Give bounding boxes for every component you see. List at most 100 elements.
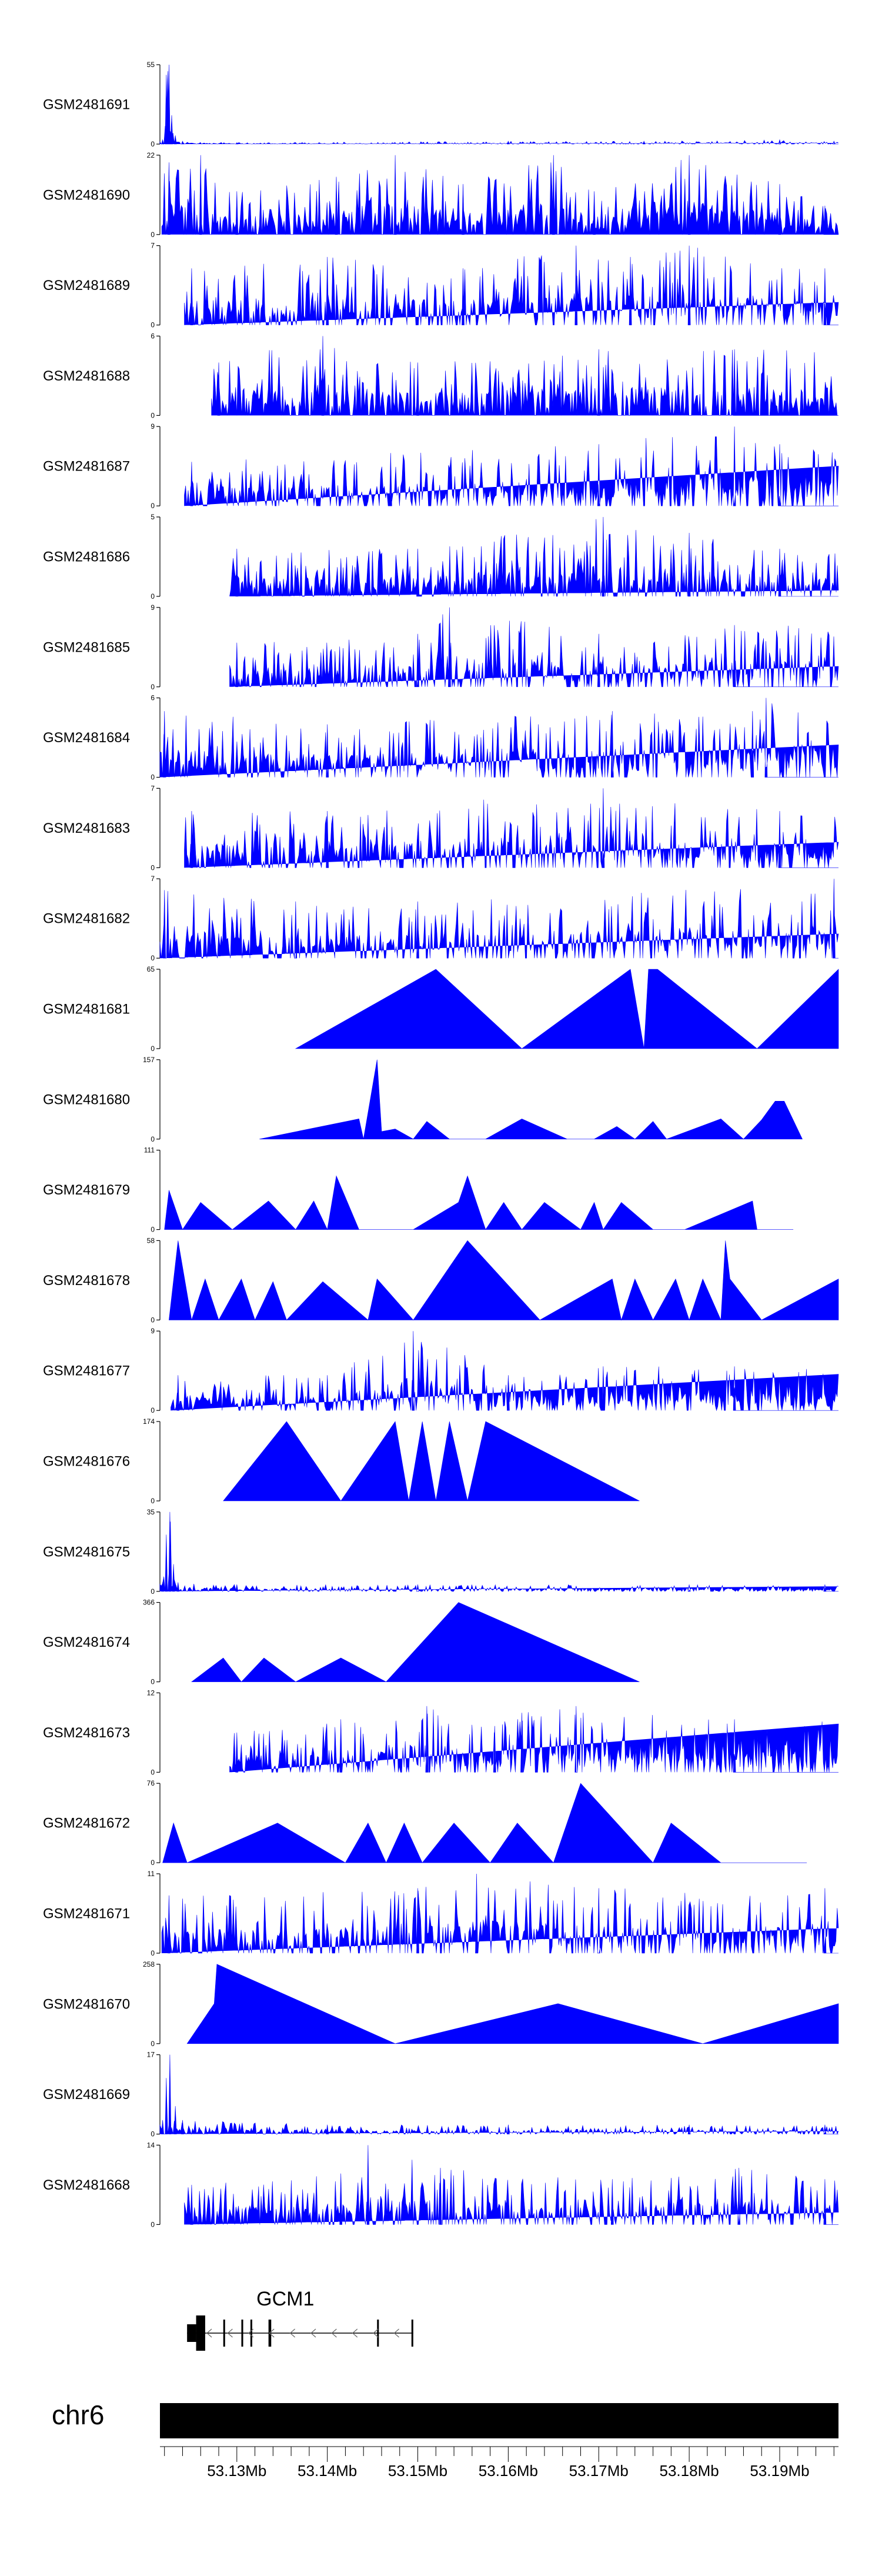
- strand-arrow: [373, 2328, 379, 2338]
- axis-tick-label: 53.14Mb: [298, 2462, 357, 2480]
- track-ymin-label: 0: [151, 1678, 155, 1686]
- strand-arrow: [352, 2328, 358, 2338]
- track-GSM2481689: GSM2481689 7 0: [43, 242, 839, 329]
- track-ymin-label: 0: [151, 1406, 155, 1414]
- track-label: GSM2481683: [43, 820, 130, 836]
- track-GSM2481670: GSM2481670 258 0: [43, 1960, 839, 2048]
- coverage-area: [159, 2054, 839, 2135]
- track-GSM2481683: GSM2481683 7 0: [43, 784, 839, 872]
- track-ymin-label: 0: [151, 1135, 155, 1143]
- track-ymax-label: 65: [147, 965, 155, 973]
- track-ymax-label: 7: [151, 875, 155, 883]
- axis-tick-label: 53.17Mb: [569, 2462, 629, 2480]
- track-ymin-label: 0: [151, 1858, 155, 1867]
- track-ymax-label: 6: [151, 332, 155, 340]
- track-ymin-label: 0: [151, 2040, 155, 2048]
- strand-arrow: [310, 2328, 316, 2338]
- track-GSM2481680: GSM2481680 157 0: [43, 1056, 803, 1143]
- track-label: GSM2481670: [43, 1996, 130, 2012]
- track-label: GSM2481690: [43, 187, 130, 203]
- track-label: GSM2481689: [43, 278, 130, 293]
- track-label: GSM2481680: [43, 1092, 130, 1107]
- coverage-area: [229, 607, 839, 688]
- track-ymax-label: 58: [147, 1236, 155, 1244]
- gene-strand-arrows: [206, 2328, 399, 2338]
- track-label: GSM2481673: [43, 1725, 130, 1741]
- coverage-area: [171, 1331, 839, 1412]
- track-ymin-label: 0: [151, 1949, 155, 1957]
- coverage-area: [211, 336, 838, 416]
- track-GSM2481677: GSM2481677 9 0: [43, 1327, 839, 1414]
- track-label: GSM2481668: [43, 2177, 130, 2193]
- track-ymin-label: 0: [151, 411, 155, 419]
- track-GSM2481669: GSM2481669 17 0: [43, 2051, 839, 2138]
- track-ymin-label: 0: [151, 502, 155, 510]
- track-GSM2481668: GSM2481668 14 0: [43, 2141, 839, 2228]
- strand-arrow: [206, 2328, 212, 2338]
- track-ymin-label: 0: [151, 140, 155, 148]
- track-GSM2481682: GSM2481682 7 0: [43, 875, 839, 962]
- signal-tracks: GSM2481691550GSM2481690220GSM248168970GS…: [43, 61, 839, 2228]
- coverage-area: [162, 1783, 807, 1863]
- strand-arrow: [248, 2328, 254, 2338]
- track-label: GSM2481675: [43, 1544, 130, 1560]
- chromosome-axis: chr6 53.13Mb 53.14Mb 53.15Mb 53.16Mb 53.17Mb…: [52, 2400, 838, 2480]
- gene-exon: [377, 2320, 379, 2347]
- coverage-area: [191, 1602, 640, 1683]
- track-GSM2481687: GSM2481687 9 0: [43, 422, 839, 510]
- coverage-area: [229, 1706, 839, 1773]
- strand-arrow: [393, 2328, 399, 2338]
- track-GSM2481684: GSM2481684 6 0: [43, 694, 839, 782]
- track-ymin-label: 0: [151, 1497, 155, 1505]
- track-label: GSM2481685: [43, 639, 130, 655]
- coverage-area: [184, 245, 839, 325]
- track-ymax-label: 9: [151, 422, 155, 431]
- track-GSM2481671: GSM2481671 11 0: [43, 1870, 839, 1957]
- track-ymax-label: 35: [147, 1508, 155, 1516]
- track-GSM2481678: GSM2481678 58 0: [43, 1236, 839, 1324]
- track-ymax-label: 366: [143, 1599, 155, 1607]
- track-label: GSM2481671: [43, 1906, 130, 1922]
- axis-tick-label: 53.19Mb: [750, 2462, 809, 2480]
- track-ymax-label: 7: [151, 242, 155, 250]
- gene-exons: [187, 2315, 413, 2351]
- chromosome-bar: [160, 2403, 838, 2438]
- axis-tick-label: 53.18Mb: [660, 2462, 719, 2480]
- track-ymin-label: 0: [151, 1226, 155, 1234]
- gene-exon: [250, 2320, 252, 2347]
- track-ymin-label: 0: [151, 1045, 155, 1053]
- axis-tick-label: 53.16Mb: [479, 2462, 538, 2480]
- track-label: GSM2481674: [43, 1634, 130, 1650]
- gene-exon: [223, 2320, 225, 2347]
- track-ymin-label: 0: [151, 1316, 155, 1324]
- track-label: GSM2481672: [43, 1816, 130, 1831]
- coverage-area: [223, 1421, 640, 1501]
- track-GSM2481685: GSM2481685 9 0: [43, 603, 839, 691]
- coverage-area: [169, 1240, 839, 1321]
- chromosome-name: chr6: [52, 2400, 104, 2430]
- track-GSM2481691: GSM2481691 55 0: [43, 61, 839, 148]
- track-ymin-label: 0: [151, 231, 155, 239]
- gene-exon: [411, 2320, 413, 2347]
- coverage-area: [159, 1511, 839, 1592]
- coverage-area: [164, 1175, 794, 1230]
- track-GSM2481681: GSM2481681 65 0: [43, 965, 839, 1053]
- track-label: GSM2481677: [43, 1363, 130, 1379]
- track-GSM2481686: GSM2481686 5 0: [43, 513, 839, 600]
- track-ymin-label: 0: [151, 1587, 155, 1596]
- track-ymax-label: 11: [148, 1870, 155, 1878]
- gene-exon: [241, 2320, 243, 2347]
- track-ymax-label: 7: [151, 784, 155, 792]
- axis-tick-label: 53.15Mb: [388, 2462, 447, 2480]
- track-ymax-label: 9: [151, 1327, 155, 1335]
- strand-arrow: [331, 2328, 337, 2338]
- track-GSM2481688: GSM2481688 6 0: [43, 332, 838, 419]
- track-ymax-label: 258: [143, 1960, 155, 1968]
- track-label: GSM2481676: [43, 1454, 130, 1470]
- axis-tick-label: 53.13Mb: [207, 2462, 266, 2480]
- gene-name-label: GCM1: [256, 2288, 314, 2310]
- coverage-area: [186, 1964, 839, 2044]
- gene-track: GCM1: [187, 2288, 413, 2351]
- track-ymin-label: 0: [151, 321, 155, 329]
- track-label: GSM2481686: [43, 549, 130, 565]
